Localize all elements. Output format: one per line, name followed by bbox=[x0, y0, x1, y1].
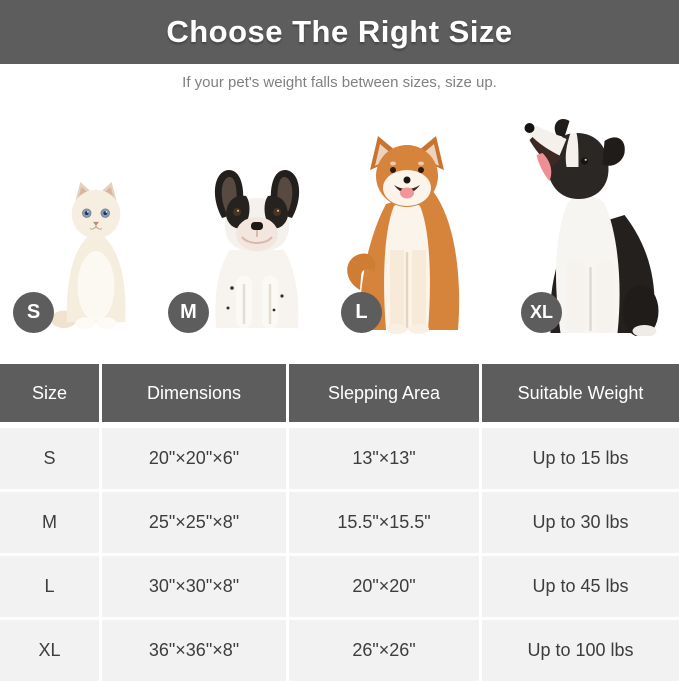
cell-xl-dimensions: 36"×36"×8" bbox=[102, 620, 286, 681]
cell-m-size: M bbox=[0, 492, 99, 553]
size-badge-xl: XL bbox=[521, 292, 562, 333]
column-header-dimensions: Dimensions bbox=[102, 364, 286, 422]
cell-xl-weight: Up to 100 lbs bbox=[482, 620, 679, 681]
cell-xl-area: 26"×26" bbox=[289, 620, 479, 681]
column-header-size: Size bbox=[0, 364, 99, 422]
cell-s-weight: Up to 15 lbs bbox=[482, 428, 679, 489]
cell-xl-size: XL bbox=[0, 620, 99, 681]
column-header-suitable-weight: Suitable Weight bbox=[482, 364, 679, 422]
size-badge-s: S bbox=[13, 292, 54, 333]
pets-row: S M L XL bbox=[0, 100, 679, 340]
cell-s-dimensions: 20"×20"×6" bbox=[102, 428, 286, 489]
size-badge-s-label: S bbox=[26, 301, 41, 323]
size-badge-m: M bbox=[168, 292, 209, 333]
cell-s-area: 13"×13" bbox=[289, 428, 479, 489]
size-badge-l-label: L bbox=[355, 301, 368, 323]
border-collie-photo bbox=[524, 118, 659, 336]
french-bulldog-photo bbox=[214, 169, 300, 328]
size-badge-l: L bbox=[341, 292, 382, 333]
column-header-sleeping-area: Slepping Area bbox=[289, 364, 479, 422]
cell-m-weight: Up to 30 lbs bbox=[482, 492, 679, 553]
cell-l-dimensions: 30"×30"×8" bbox=[102, 556, 286, 617]
page-title: Choose The Right Size bbox=[166, 14, 513, 49]
cell-l-size: L bbox=[0, 556, 99, 617]
cell-m-dimensions: 25"×25"×8" bbox=[102, 492, 286, 553]
size-up-note: If your pet's weight falls between sizes… bbox=[182, 73, 497, 91]
cell-m-area: 15.5"×15.5" bbox=[289, 492, 479, 553]
cell-s-size: S bbox=[0, 428, 99, 489]
size-table: Size Dimensions Slepping Area Suitable W… bbox=[0, 364, 679, 681]
shiba-inu-photo bbox=[347, 136, 460, 334]
cell-l-weight: Up to 45 lbs bbox=[482, 556, 679, 617]
cat-photo bbox=[52, 181, 126, 330]
cell-l-area: 20"×20" bbox=[289, 556, 479, 617]
title-banner: Choose The Right Size bbox=[0, 0, 679, 64]
size-badge-m-label: M bbox=[180, 301, 197, 323]
size-badge-xl-label: XL bbox=[529, 302, 553, 322]
